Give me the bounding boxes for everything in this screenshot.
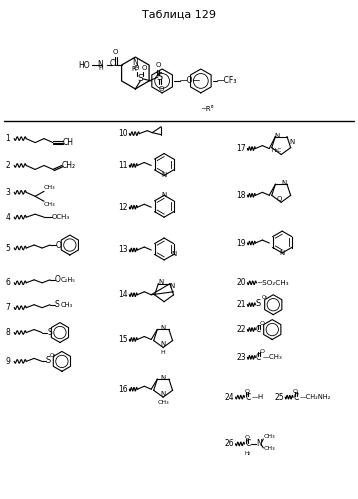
Text: CH₃: CH₃ <box>61 302 73 308</box>
Text: C: C <box>255 353 261 362</box>
Text: CH₂: CH₂ <box>62 161 76 170</box>
Text: N: N <box>132 58 138 67</box>
Text: C: C <box>294 393 299 402</box>
Text: N: N <box>281 180 287 186</box>
Text: 18: 18 <box>237 191 246 200</box>
Text: N: N <box>290 139 295 145</box>
Text: OCH₃: OCH₃ <box>52 214 70 220</box>
Text: 8: 8 <box>5 328 10 337</box>
Text: 6: 6 <box>5 278 10 287</box>
Text: CH: CH <box>63 138 74 147</box>
Text: C: C <box>255 325 261 334</box>
Text: S: S <box>55 300 60 309</box>
Text: N: N <box>280 250 285 256</box>
Text: Таблица 129: Таблица 129 <box>142 9 216 19</box>
Text: C: C <box>246 393 251 402</box>
Text: N: N <box>161 192 167 198</box>
Text: O: O <box>245 436 250 441</box>
Text: O: O <box>55 275 61 284</box>
Text: 20: 20 <box>237 278 246 287</box>
Text: CH₃: CH₃ <box>157 400 169 405</box>
Text: 24: 24 <box>224 393 234 402</box>
Text: R⁶: R⁶ <box>131 66 139 72</box>
Text: S: S <box>137 74 143 83</box>
Text: 4: 4 <box>5 213 10 222</box>
Text: 26: 26 <box>224 440 234 449</box>
Text: N: N <box>275 133 280 139</box>
Text: S: S <box>47 328 52 337</box>
Text: 9: 9 <box>5 357 10 366</box>
Text: 14: 14 <box>118 290 128 299</box>
Text: HO: HO <box>78 60 90 69</box>
Text: N: N <box>171 251 176 257</box>
Text: ~SO₂CH₃: ~SO₂CH₃ <box>256 280 289 286</box>
Text: S: S <box>156 72 162 82</box>
Text: N: N <box>256 440 262 449</box>
Text: CH₃: CH₃ <box>44 202 56 207</box>
Text: 19: 19 <box>237 239 246 248</box>
Text: 15: 15 <box>118 335 128 344</box>
Text: O₂: O₂ <box>50 353 56 358</box>
Text: C: C <box>110 58 115 67</box>
Text: —O—: —O— <box>180 76 201 85</box>
Text: 12: 12 <box>118 203 128 212</box>
Text: 7: 7 <box>5 303 10 312</box>
Text: N: N <box>97 59 103 68</box>
Text: 25: 25 <box>274 393 284 402</box>
Text: 11: 11 <box>118 161 128 170</box>
Text: 13: 13 <box>118 246 128 254</box>
Text: O₂: O₂ <box>261 295 268 300</box>
Text: C: C <box>246 440 251 449</box>
Text: O: O <box>134 65 139 71</box>
Text: O: O <box>141 65 147 71</box>
Text: H: H <box>161 350 165 355</box>
Text: H: H <box>98 65 103 70</box>
Text: CH₃: CH₃ <box>44 185 56 190</box>
Text: O: O <box>56 241 62 250</box>
Text: O: O <box>260 321 264 326</box>
Text: O: O <box>293 389 298 394</box>
Text: —CH₃: —CH₃ <box>262 354 282 360</box>
Text: 10: 10 <box>118 129 128 138</box>
Text: 17: 17 <box>237 144 246 153</box>
Text: S: S <box>255 299 261 308</box>
Text: 21: 21 <box>237 300 246 309</box>
Text: 16: 16 <box>118 385 128 394</box>
Text: H₂: H₂ <box>245 451 251 456</box>
Text: O: O <box>260 349 264 354</box>
Text: 5: 5 <box>5 244 10 252</box>
Text: O: O <box>155 62 161 68</box>
Text: —H: —H <box>251 394 264 400</box>
Text: O: O <box>158 86 164 92</box>
Text: C₂H₅: C₂H₅ <box>61 277 76 283</box>
Text: N: N <box>160 375 166 381</box>
Text: —CH₂NH₂: —CH₂NH₂ <box>300 394 332 400</box>
Text: N: N <box>160 325 166 331</box>
Text: CH₃: CH₃ <box>263 435 275 440</box>
Text: H₃C: H₃C <box>271 148 281 153</box>
Text: —CF₃: —CF₃ <box>217 76 237 85</box>
Text: 1: 1 <box>5 134 10 143</box>
Text: N: N <box>169 283 174 289</box>
Text: 3: 3 <box>5 188 10 197</box>
Text: N: N <box>161 173 167 179</box>
Text: N: N <box>160 341 166 347</box>
Text: N: N <box>160 391 166 397</box>
Text: N: N <box>159 279 164 285</box>
Text: O: O <box>276 196 282 202</box>
Text: 23: 23 <box>237 353 246 362</box>
Text: O: O <box>113 49 118 55</box>
Text: O: O <box>245 389 250 394</box>
Text: CH₃: CH₃ <box>263 447 275 452</box>
Text: 2: 2 <box>5 161 10 170</box>
Text: ~R⁶: ~R⁶ <box>200 106 213 112</box>
Text: 22: 22 <box>237 325 246 334</box>
Text: S: S <box>45 356 50 365</box>
